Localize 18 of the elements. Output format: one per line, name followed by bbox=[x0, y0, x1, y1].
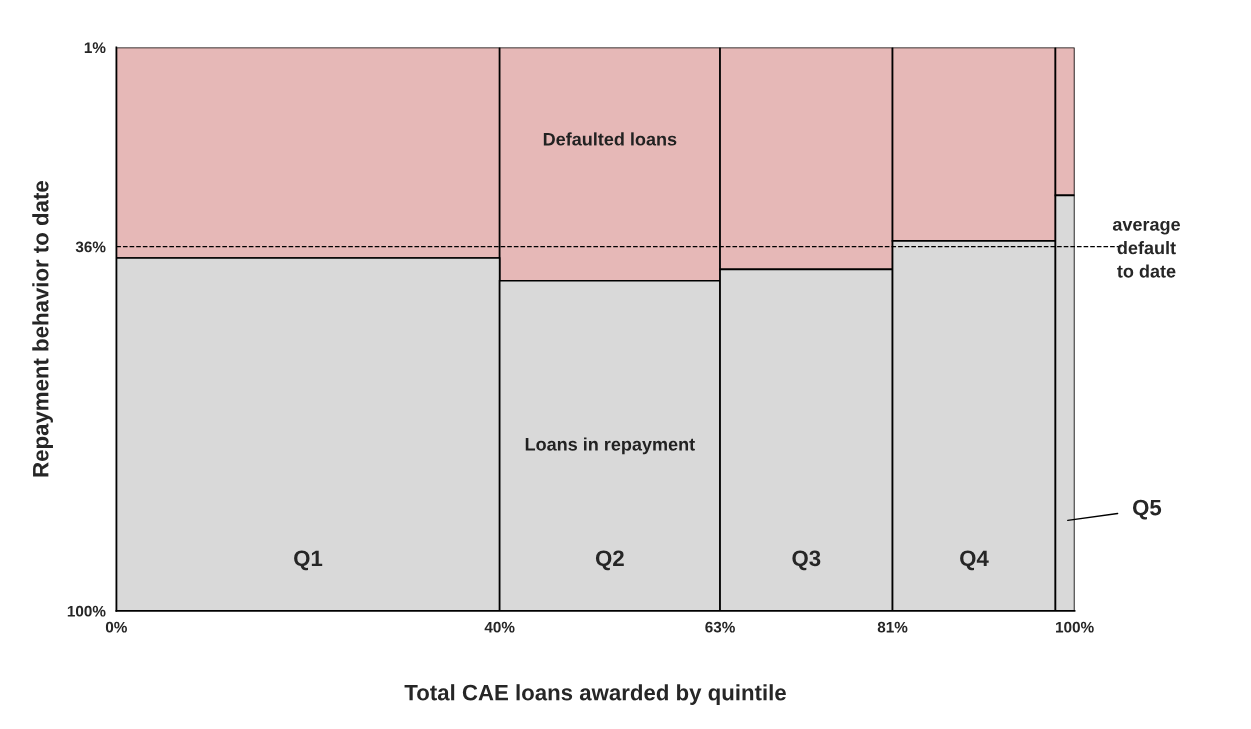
series-label: Defaulted loans bbox=[543, 132, 677, 146]
y-tick-label: 100% bbox=[67, 605, 106, 617]
x-tick-label: 100% bbox=[1056, 621, 1094, 633]
annotation: Q2 bbox=[595, 550, 624, 571]
x-tick-label: 40% bbox=[484, 621, 515, 633]
annotation: Q3 bbox=[792, 550, 821, 571]
y-tick-label: 1% bbox=[84, 42, 106, 54]
y-tick-label: 36% bbox=[75, 241, 106, 253]
text: Q5 bbox=[1133, 499, 1162, 520]
x-axis-title: Total CAE loans awarded by quintile bbox=[404, 684, 786, 705]
annotation: Q4 bbox=[960, 550, 989, 571]
series-label: Loans in repayment bbox=[525, 437, 695, 455]
x-tick-label: 0% bbox=[105, 621, 127, 633]
x-tick-label: 81% bbox=[877, 621, 908, 633]
y-axis-title: Repayment behavior to date bbox=[32, 181, 53, 477]
x-tick-label: 63% bbox=[705, 621, 735, 633]
annotation: Q1 bbox=[294, 550, 323, 571]
ref-line-label: average default to date bbox=[1112, 220, 1180, 278]
